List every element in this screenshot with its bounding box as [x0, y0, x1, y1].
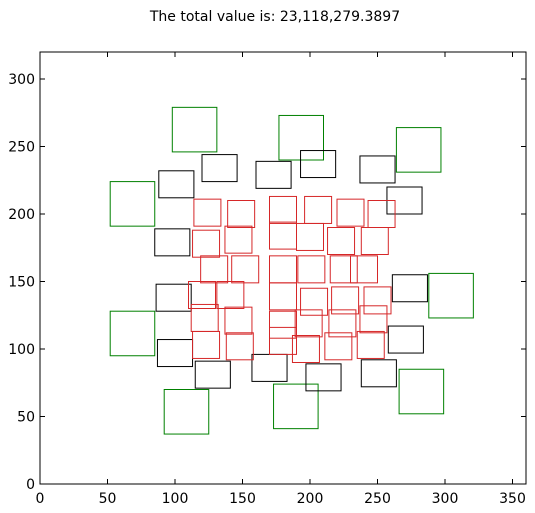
- red-box-35: [356, 330, 385, 359]
- green-box-1: [171, 106, 218, 153]
- black-box-0: [158, 170, 195, 199]
- red-box-14: [269, 255, 297, 284]
- x-tick-label-0: 0: [36, 491, 45, 507]
- green-box-4: [428, 272, 474, 319]
- red-box-17: [350, 255, 378, 284]
- red-box-12: [200, 255, 229, 284]
- black-box-9: [387, 325, 424, 354]
- red-box-31: [225, 332, 254, 361]
- red-box-6: [192, 229, 221, 258]
- red-box-10: [327, 227, 356, 255]
- green-box-3: [395, 127, 442, 173]
- red-box-11: [360, 227, 389, 255]
- x-tick-label-6: 300: [432, 491, 459, 507]
- black-box-13: [305, 363, 342, 392]
- x-tick-label-1: 50: [99, 491, 117, 507]
- red-box-0: [193, 198, 222, 227]
- red-box-26: [269, 310, 297, 339]
- red-box-21: [300, 287, 329, 316]
- green-box-7: [273, 383, 319, 430]
- y-tick-label-3: 150: [8, 275, 35, 291]
- red-box-22: [331, 286, 360, 315]
- black-box-12: [251, 353, 288, 382]
- red-box-1: [227, 200, 256, 228]
- x-tick-label-5: 250: [364, 491, 391, 507]
- red-box-15: [297, 255, 326, 284]
- black-box-10: [156, 339, 194, 368]
- red-box-33: [291, 335, 320, 363]
- y-tick-label-1: 50: [17, 410, 35, 426]
- green-box-0: [109, 181, 156, 227]
- green-box-6: [163, 389, 210, 435]
- y-tick-label-0: 0: [26, 477, 35, 493]
- red-box-2: [269, 195, 297, 224]
- red-box-19: [216, 281, 245, 309]
- black-box-3: [300, 150, 337, 179]
- black-box-4: [359, 155, 396, 184]
- chart-title: The total value is: 23,118,279.3897: [149, 9, 400, 25]
- black-box-7: [155, 283, 192, 312]
- y-tick-label-4: 200: [8, 207, 35, 223]
- black-box-2: [255, 160, 292, 189]
- y-tick-label-2: 100: [8, 342, 35, 358]
- y-tick-label-5: 250: [8, 140, 35, 156]
- x-tick-label-2: 100: [162, 491, 189, 507]
- x-tick-label-7: 350: [499, 491, 526, 507]
- green-box-8: [398, 368, 445, 415]
- x-tick-label-4: 200: [297, 491, 324, 507]
- black-box-8: [391, 274, 428, 303]
- red-box-8: [269, 221, 297, 250]
- plot-frame: [39, 51, 527, 485]
- green-box-2: [278, 114, 325, 161]
- red-box-4: [336, 198, 365, 227]
- red-box-7: [224, 225, 253, 254]
- green-box-5: [109, 310, 156, 357]
- red-box-18: [188, 281, 216, 309]
- ticks-layer: 0 50 100 150 200 250 300 350 0 50 100 150 200 250 300: [8, 52, 526, 507]
- black-box-14: [360, 359, 397, 388]
- red-box-3: [304, 195, 333, 224]
- black-box-6: [154, 228, 191, 257]
- y-tick-label-6: 300: [8, 72, 35, 88]
- x-tick-label-3: 150: [229, 491, 256, 507]
- red-box-28: [328, 309, 357, 338]
- red-box-34: [324, 332, 353, 361]
- red-box-9: [296, 222, 324, 251]
- red-box-13: [231, 255, 260, 284]
- red-box-27: [294, 309, 323, 338]
- boxes-layer: [109, 106, 474, 435]
- red-box-32: [269, 326, 297, 355]
- red-box-16: [329, 255, 358, 284]
- red-box-23: [363, 286, 392, 315]
- red-box-20: [269, 282, 297, 311]
- red-box-29: [359, 305, 388, 334]
- black-box-1: [201, 154, 238, 183]
- red-box-30: [192, 330, 221, 359]
- black-box-11: [194, 360, 231, 389]
- red-box-25: [224, 306, 253, 335]
